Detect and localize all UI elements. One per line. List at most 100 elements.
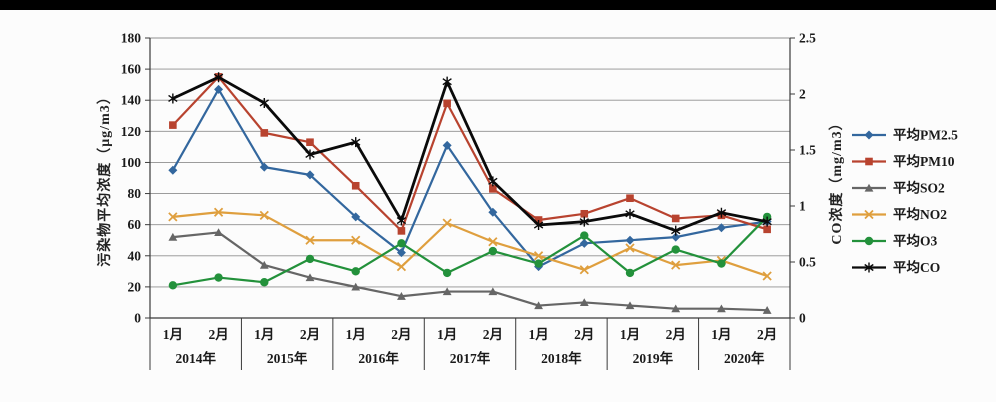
series-so2-point (397, 292, 406, 300)
series-so2-point (717, 304, 726, 313)
series-o3-point (580, 231, 589, 240)
series-pm10-point (306, 138, 314, 147)
month-label: 2月 (391, 327, 411, 342)
series-co-point (671, 225, 681, 236)
legend-pm25-marker (864, 130, 874, 140)
month-label: 1月 (437, 327, 457, 342)
series-no2-line (171, 211, 769, 278)
series-o3-point (397, 239, 406, 248)
series-o3-point (534, 259, 543, 268)
series-pm25-point (259, 162, 269, 172)
year-label: 2015年 (267, 350, 308, 366)
series-no2-point (671, 260, 681, 270)
right-axis-tick-label: 2 (799, 87, 806, 102)
year-label: 2019年 (633, 350, 674, 366)
month-label: 2月 (574, 327, 594, 342)
series-pm25-point (396, 248, 406, 258)
series-pm10-point (489, 185, 497, 193)
series-so2-point (168, 232, 178, 241)
series-pm25-point (579, 238, 589, 248)
series-o3-point (168, 281, 178, 290)
series-o3-point (305, 254, 315, 264)
series-so2-point (259, 260, 269, 269)
legend-no2-marker (864, 209, 874, 220)
series-so2-point (488, 287, 498, 296)
top-edge-bar (0, 0, 996, 10)
series-pm10-line (171, 75, 769, 232)
month-label: 1月 (346, 327, 366, 342)
series-no2-point (259, 210, 269, 220)
series-co-point (488, 176, 498, 187)
right-axis-tick-label: 1.5 (799, 143, 816, 158)
series-no2-point (305, 235, 315, 245)
series-co-line (171, 75, 769, 233)
series-pm25-point (351, 212, 361, 222)
month-label: 1月 (254, 327, 274, 342)
series-o3-point (442, 268, 452, 278)
series-pm10-point (169, 121, 177, 129)
series-so2-point (442, 287, 452, 296)
series-so2-point (214, 228, 223, 237)
series-co-point (213, 72, 224, 83)
series-so2-line (171, 231, 769, 312)
legend-o3-marker (864, 236, 874, 246)
series-so2-point (671, 304, 681, 313)
legend-no2-label: 平均NO2 (893, 206, 947, 222)
series-no2-point (213, 207, 224, 217)
left-axis-tick-label: 40 (128, 248, 142, 263)
series-co-point (762, 216, 772, 227)
series-no2-point (488, 237, 498, 247)
month-label: 2月 (666, 327, 686, 342)
month-label: 1月 (163, 327, 183, 342)
series-co-point (716, 207, 727, 218)
left-axis-tick-label: 120 (121, 124, 142, 139)
left-axis-tick-label: 20 (128, 279, 142, 294)
legend-pm25-label: 平均PM2.5 (893, 127, 958, 143)
year-label: 2016年 (358, 350, 399, 366)
series-co-point (396, 215, 407, 226)
series-so2-point (351, 282, 361, 291)
legend-so2-marker (864, 183, 874, 192)
series-so2-point (762, 306, 772, 314)
legend-so2-label: 平均SO2 (893, 180, 945, 196)
year-label: 2017年 (450, 350, 491, 366)
series-o3-point (717, 259, 726, 268)
series-no2-point (351, 235, 361, 245)
left-axis-tick-label: 60 (128, 217, 142, 232)
month-label: 1月 (620, 327, 640, 342)
month-label: 2月 (208, 327, 228, 342)
month-label: 2月 (300, 327, 320, 342)
series-pm25-point (168, 165, 178, 175)
series-co-point (351, 137, 361, 148)
series-co-point (305, 149, 315, 160)
left-axis-tick-label: 160 (121, 62, 142, 77)
month-label: 2月 (483, 327, 503, 342)
series-pm10-point (443, 99, 451, 108)
series-pm25-point (214, 84, 224, 94)
series-pm25-point (488, 207, 498, 217)
series-no2-point (625, 243, 635, 253)
month-label: 2月 (757, 327, 777, 342)
left-axis-tick-label: 100 (121, 155, 142, 170)
series-co-point (625, 208, 635, 219)
series-pm25-point (625, 235, 635, 245)
series-co-point (579, 216, 589, 227)
series-no2-point (442, 218, 452, 228)
series-o3-point (351, 267, 360, 276)
left-axis-tick-label: 80 (128, 186, 142, 201)
series-pm10-point (397, 227, 406, 235)
series-pm25-point (442, 140, 452, 150)
left-axis-tick-label: 140 (121, 93, 142, 108)
series-o3-point (625, 268, 635, 278)
series-no2-point (762, 271, 772, 281)
year-label: 2020年 (724, 350, 765, 366)
series-pm25-point (305, 170, 315, 180)
month-label: 1月 (528, 327, 548, 342)
right-axis-tick-label: 1 (799, 199, 806, 214)
right-axis-tick-label: 2.5 (799, 31, 816, 46)
series-no2-point (579, 265, 589, 275)
right-axis-tick-label: 0 (799, 311, 806, 326)
legend-pm10-label: 平均PM10 (893, 153, 955, 169)
right-axis-tick-label: 0.5 (799, 255, 816, 270)
